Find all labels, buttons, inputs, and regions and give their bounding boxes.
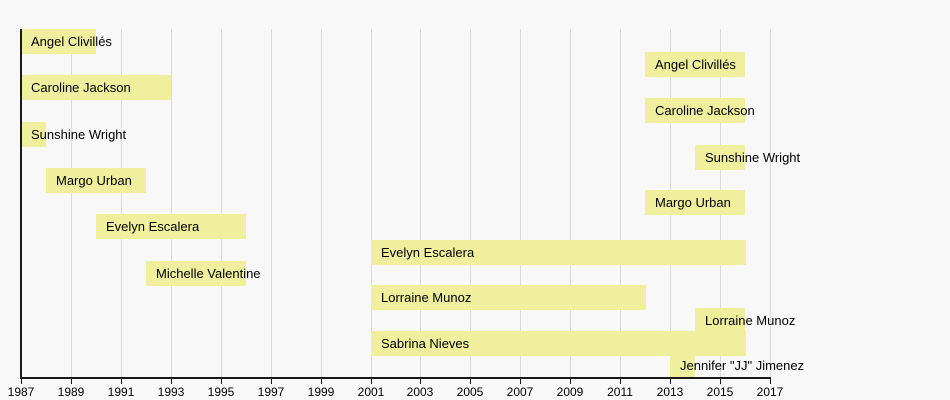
x-axis-tick-label: 2015 bbox=[706, 385, 734, 399]
member-name-label: Evelyn Escalera bbox=[381, 245, 475, 260]
member-name-label: Margo Urban bbox=[655, 195, 731, 210]
gridline-2009 bbox=[570, 29, 571, 378]
member-name-label: Jennifer "JJ" Jimenez bbox=[680, 358, 805, 373]
gridline-2011 bbox=[620, 29, 621, 378]
gridline-1997 bbox=[271, 29, 272, 378]
member-name-label: Sunshine Wright bbox=[31, 127, 127, 142]
x-axis-tick-label: 1987 bbox=[7, 385, 35, 399]
x-axis-tick-label: 2009 bbox=[556, 385, 584, 399]
timeline-bar bbox=[695, 145, 745, 170]
member-name-label: Lorraine Munoz bbox=[381, 290, 472, 305]
timeline-bar bbox=[46, 168, 146, 193]
member-name-label: Caroline Jackson bbox=[655, 103, 755, 118]
x-axis-tick-2011 bbox=[620, 378, 621, 384]
x-axis-line bbox=[20, 377, 771, 379]
x-axis-tick-2001 bbox=[371, 378, 372, 384]
x-axis-tick-2005 bbox=[470, 378, 471, 384]
x-axis-tick-1993 bbox=[171, 378, 172, 384]
timeline-bar bbox=[695, 308, 745, 333]
timeline-bar bbox=[21, 29, 96, 54]
gridline-2003 bbox=[420, 29, 421, 378]
x-axis-tick-1989 bbox=[71, 378, 72, 384]
timeline-bar bbox=[371, 331, 746, 356]
gridline-1993 bbox=[171, 29, 172, 378]
gridline-2007 bbox=[520, 29, 521, 378]
member-name-label: Angel Clivillés bbox=[655, 57, 736, 72]
x-axis-tick-1987 bbox=[21, 378, 22, 384]
timeline-bar bbox=[645, 98, 745, 123]
x-axis-tick-label: 2007 bbox=[506, 385, 534, 399]
x-axis-tick-label: 1995 bbox=[207, 385, 235, 399]
timeline-bar bbox=[645, 190, 745, 215]
x-axis-tick-1999 bbox=[321, 378, 322, 384]
x-axis-tick-1991 bbox=[121, 378, 122, 384]
gridline-1999 bbox=[321, 29, 322, 378]
x-axis-tick-label: 1997 bbox=[257, 385, 285, 399]
member-name-label: Evelyn Escalera bbox=[106, 219, 200, 234]
timeline-bar bbox=[146, 261, 246, 286]
x-axis-tick-2013 bbox=[670, 378, 671, 384]
member-name-label: Angel Clivillés bbox=[31, 34, 112, 49]
gridline-2017 bbox=[770, 29, 771, 378]
x-axis-tick-label: 1991 bbox=[107, 385, 135, 399]
timeline-bar bbox=[645, 52, 745, 77]
member-name-label: Caroline Jackson bbox=[31, 80, 131, 95]
gridline-1995 bbox=[221, 29, 222, 378]
timeline-bar bbox=[371, 285, 646, 310]
x-axis-tick-2015 bbox=[720, 378, 721, 384]
member-name-label: Margo Urban bbox=[56, 173, 132, 188]
timeline-bar bbox=[670, 353, 695, 378]
gridline-1991 bbox=[121, 29, 122, 378]
x-axis-tick-label: 2003 bbox=[406, 385, 434, 399]
x-axis-tick-label: 1993 bbox=[157, 385, 185, 399]
x-axis-tick-label: 1989 bbox=[57, 385, 85, 399]
member-name-label: Sunshine Wright bbox=[705, 150, 801, 165]
timeline-bar bbox=[21, 122, 46, 147]
x-axis-tick-2007 bbox=[520, 378, 521, 384]
x-axis-tick-label: 2011 bbox=[607, 385, 633, 399]
gridline-1989 bbox=[71, 29, 72, 378]
member-name-label: Michelle Valentine bbox=[156, 266, 261, 281]
x-axis-tick-1997 bbox=[271, 378, 272, 384]
x-axis-tick-label: 2017 bbox=[756, 385, 784, 399]
x-axis-tick-label: 2013 bbox=[656, 385, 684, 399]
timeline-bar bbox=[371, 240, 746, 265]
member-name-label: Sabrina Nieves bbox=[381, 336, 470, 351]
gridline-2001 bbox=[371, 29, 372, 378]
y-axis-line bbox=[20, 29, 22, 378]
x-axis-tick-2003 bbox=[420, 378, 421, 384]
x-axis-tick-2017 bbox=[770, 378, 771, 384]
timeline-bar bbox=[96, 214, 246, 239]
x-axis-tick-2009 bbox=[570, 378, 571, 384]
x-axis-tick-label: 2001 bbox=[357, 385, 385, 399]
x-axis-tick-1995 bbox=[221, 378, 222, 384]
x-axis-tick-label: 2005 bbox=[456, 385, 484, 399]
gridline-2005 bbox=[470, 29, 471, 378]
member-name-label: Lorraine Munoz bbox=[705, 313, 796, 328]
x-axis-tick-label: 1999 bbox=[307, 385, 335, 399]
timeline-bar bbox=[21, 75, 171, 100]
